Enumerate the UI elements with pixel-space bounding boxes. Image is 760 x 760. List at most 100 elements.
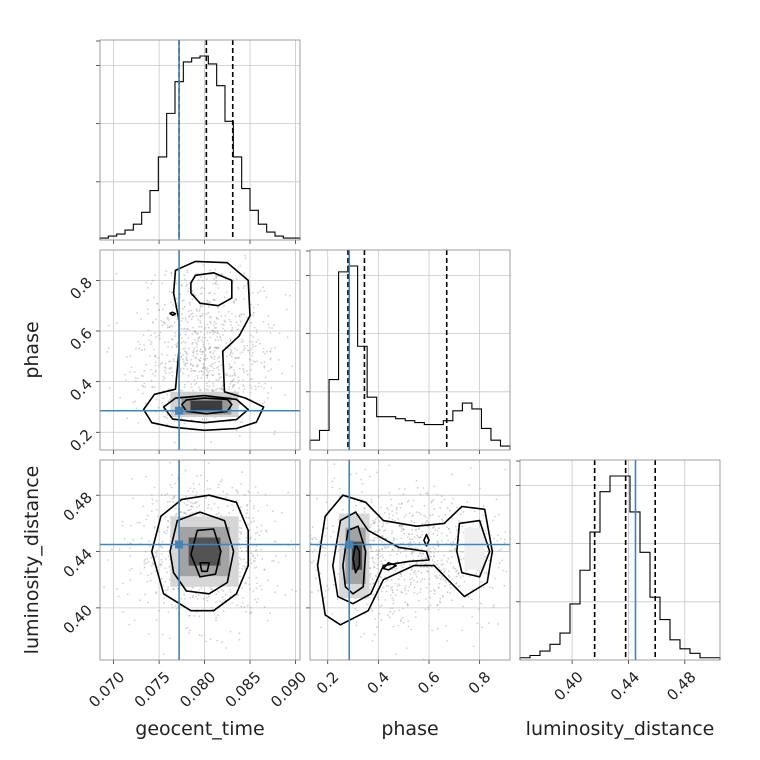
sample-point: [192, 365, 195, 367]
density-cell: [190, 400, 223, 411]
sample-point: [228, 367, 231, 370]
sample-point: [285, 308, 288, 311]
sample-point: [143, 566, 146, 569]
sample-point: [302, 518, 304, 520]
sample-point: [271, 560, 273, 562]
sample-point: [267, 370, 270, 373]
sample-point: [139, 599, 142, 602]
sample-point: [235, 489, 238, 492]
sample-point: [209, 300, 212, 303]
sample-point: [174, 343, 177, 346]
sample-point: [243, 344, 246, 347]
sample-point: [212, 283, 215, 285]
sample-point: [158, 609, 160, 612]
sample-point: [154, 570, 157, 572]
sample-point: [199, 389, 202, 392]
sample-point: [166, 423, 168, 426]
sample-point: [222, 324, 225, 326]
sample-point: [202, 351, 204, 353]
sample-point: [385, 590, 388, 593]
sample-point: [412, 514, 414, 517]
sample-point: [149, 579, 152, 582]
sample-point: [457, 572, 460, 574]
density-cell: [351, 541, 362, 570]
sample-point: [363, 507, 366, 510]
sample-point: [243, 388, 246, 391]
sample-point: [260, 588, 263, 591]
sample-point: [377, 580, 380, 583]
sample-point: [154, 361, 157, 364]
sample-point: [134, 400, 137, 403]
sample-point: [150, 556, 153, 559]
sample-point: [436, 540, 439, 543]
sample-point: [466, 501, 469, 504]
sample-point: [263, 401, 266, 403]
sample-point: [432, 546, 434, 548]
sample-point: [331, 613, 334, 615]
sample-point: [160, 494, 163, 497]
y-tick-label: 0.44: [60, 545, 96, 581]
sample-point: [200, 287, 203, 290]
sample-point: [242, 565, 244, 567]
sample-point: [417, 486, 419, 489]
sample-point: [206, 331, 209, 334]
sample-point: [189, 597, 192, 599]
sample-point: [242, 558, 245, 560]
sample-point: [207, 595, 210, 598]
sample-point: [254, 598, 256, 601]
sample-point: [186, 321, 189, 324]
sample-point: [387, 614, 389, 617]
sample-point: [208, 380, 211, 383]
sample-point: [404, 601, 407, 604]
sample-point: [249, 378, 252, 381]
sample-point: [142, 385, 145, 388]
sample-point: [476, 622, 479, 625]
sample-point: [427, 606, 430, 609]
sample-point: [195, 315, 198, 317]
sample-point: [422, 487, 425, 489]
sample-point: [342, 508, 344, 511]
sample-point: [488, 622, 490, 624]
sample-point: [436, 627, 439, 630]
sample-point: [373, 521, 376, 523]
sample-point: [290, 540, 293, 542]
sample-point: [166, 529, 169, 532]
sample-point: [376, 516, 379, 519]
sample-point: [384, 547, 387, 550]
sample-point: [153, 296, 155, 299]
sample-point: [210, 588, 213, 590]
sample-point: [140, 374, 143, 377]
sample-point: [388, 440, 390, 442]
sample-point: [360, 478, 362, 481]
sample-point: [200, 276, 202, 278]
sample-point: [210, 606, 213, 609]
sample-point: [163, 303, 166, 306]
sample-point: [370, 498, 373, 501]
sample-point: [243, 313, 245, 316]
sample-point: [217, 287, 220, 289]
sample-point: [391, 548, 394, 551]
sample-point: [241, 351, 244, 354]
sample-point: [156, 554, 158, 557]
sample-point: [134, 377, 137, 379]
sample-point: [424, 608, 427, 611]
sample-point: [128, 623, 131, 626]
sample-point: [398, 609, 400, 612]
sample-point: [392, 591, 394, 594]
sample-point: [217, 339, 220, 341]
contour-line: [456, 519, 491, 578]
y-tick-label: 0.2: [66, 426, 96, 456]
sample-point: [195, 491, 198, 493]
sample-point: [231, 375, 234, 377]
panel-content: [310, 440, 510, 660]
sample-point: [238, 638, 241, 641]
sample-point: [233, 299, 236, 302]
sample-point: [250, 611, 252, 614]
sample-point: [263, 366, 266, 369]
sample-point: [459, 513, 462, 515]
sample-point: [166, 318, 169, 320]
sample-point: [147, 633, 150, 635]
sample-point: [180, 368, 182, 371]
sample-point: [390, 532, 393, 535]
sample-point: [182, 340, 185, 343]
